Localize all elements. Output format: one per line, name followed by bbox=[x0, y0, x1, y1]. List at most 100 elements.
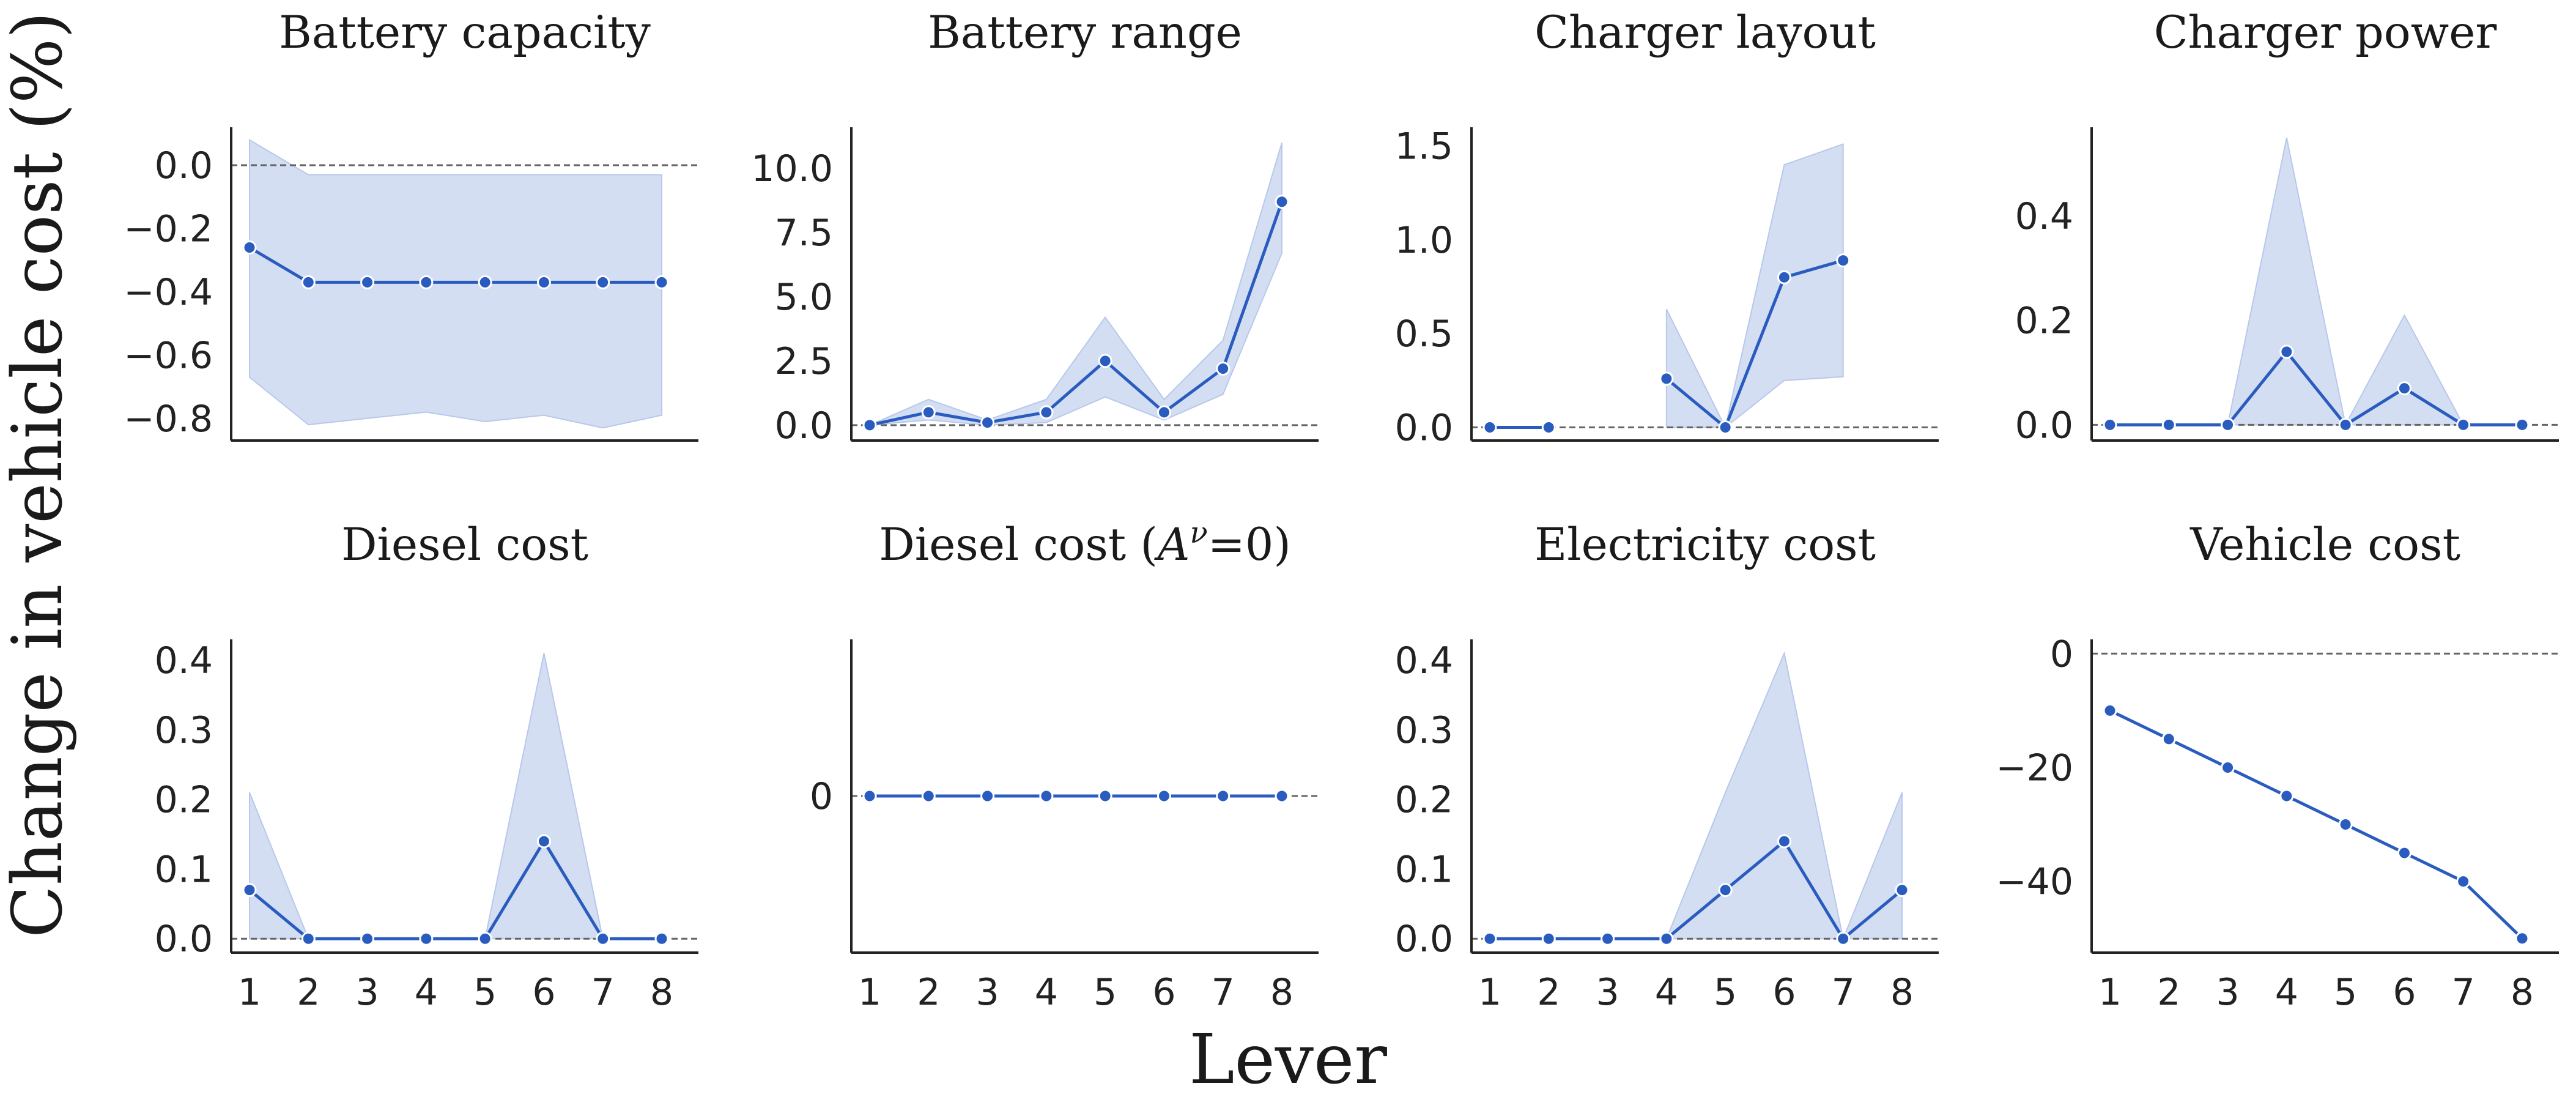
y-tick-label: 0.4 bbox=[1395, 639, 1453, 682]
data-point bbox=[921, 789, 936, 803]
series-line bbox=[869, 201, 1284, 427]
data-point bbox=[2397, 381, 2411, 396]
x-tick-label: 6 bbox=[532, 971, 555, 1014]
data-point bbox=[2456, 874, 2471, 889]
subplot-3: Charger layout 0.0 0.5 1.0 1.5 bbox=[1395, 7, 1939, 450]
x-tick-label: 3 bbox=[355, 971, 379, 1014]
y-tick-label: 7.5 bbox=[775, 212, 833, 255]
data-point bbox=[596, 931, 610, 946]
x-tick-label: 7 bbox=[591, 971, 615, 1014]
data-point bbox=[2161, 417, 2176, 432]
y-tick-label: 0.1 bbox=[155, 848, 213, 891]
data-point bbox=[596, 275, 610, 289]
x-tick-label: 5 bbox=[1714, 971, 1737, 1014]
x-tick-label: 1 bbox=[238, 971, 261, 1014]
data-point bbox=[1482, 931, 1497, 946]
data-point bbox=[2515, 417, 2530, 432]
data-point bbox=[2161, 732, 2176, 746]
y-tick-label: −0.8 bbox=[124, 398, 213, 441]
data-point bbox=[536, 275, 551, 289]
data-point bbox=[478, 931, 492, 946]
series-line bbox=[248, 246, 662, 284]
data-point bbox=[654, 931, 669, 946]
y-tick-label: 2.5 bbox=[775, 340, 833, 383]
y-tick-label: 0.0 bbox=[155, 144, 213, 187]
subplot-title: Diesel cost (Aν=0) bbox=[879, 516, 1291, 571]
y-tick-label: −0.4 bbox=[124, 271, 213, 314]
data-point bbox=[242, 240, 257, 255]
x-tick-label: 7 bbox=[1832, 971, 1855, 1014]
x-axis-label: Lever bbox=[1189, 1020, 1387, 1099]
data-point bbox=[862, 789, 877, 803]
data-point bbox=[1039, 405, 1054, 420]
y-tick-label: 0 bbox=[2050, 633, 2073, 675]
series-line bbox=[1665, 259, 1844, 430]
data-point bbox=[1541, 420, 1556, 435]
data-point bbox=[1482, 420, 1497, 435]
x-tick-label: 5 bbox=[2334, 971, 2357, 1014]
confidence-band bbox=[869, 142, 1282, 426]
data-point bbox=[1157, 405, 1171, 420]
data-point bbox=[1157, 789, 1171, 803]
data-point bbox=[360, 275, 375, 289]
data-point bbox=[1275, 789, 1289, 803]
y-tick-label: −40 bbox=[1996, 861, 2073, 904]
data-point bbox=[242, 883, 257, 898]
series-line bbox=[248, 838, 662, 940]
y-tick-label: 0.0 bbox=[775, 404, 833, 447]
series-line bbox=[2109, 709, 2523, 940]
subplot-title: Battery range bbox=[928, 7, 1242, 59]
x-tick-label: 8 bbox=[1890, 971, 1914, 1014]
x-tick-label: 6 bbox=[1772, 971, 1796, 1014]
y-tick-label: 0 bbox=[810, 775, 833, 818]
data-point bbox=[2103, 703, 2117, 718]
data-point bbox=[1659, 931, 1674, 946]
x-tick-label: 4 bbox=[1035, 971, 1058, 1014]
data-point bbox=[2221, 417, 2235, 432]
x-tick-label: 7 bbox=[2452, 971, 2475, 1014]
data-point bbox=[1275, 195, 1289, 209]
y-tick-label: −0.6 bbox=[124, 334, 213, 377]
data-point bbox=[419, 931, 434, 946]
y-tick-label: 1.0 bbox=[1395, 219, 1453, 262]
data-point bbox=[2338, 417, 2353, 432]
data-point bbox=[2397, 846, 2411, 860]
y-tick-label: 10.0 bbox=[751, 147, 833, 190]
y-tick-label: 0.2 bbox=[2015, 300, 2073, 343]
y-tick-label: 0.0 bbox=[1395, 918, 1453, 961]
x-tick-label: 6 bbox=[2393, 971, 2416, 1014]
subplot-5: Diesel cost 0.0 0.1 0.2 0.3 0.4 1 2 3 4 5 6 7 8 bbox=[155, 519, 698, 1014]
data-point bbox=[478, 275, 492, 289]
data-point bbox=[1216, 361, 1231, 376]
data-point bbox=[1836, 931, 1851, 946]
data-point bbox=[536, 834, 551, 849]
data-point bbox=[2221, 760, 2235, 775]
x-tick-label: 5 bbox=[473, 971, 497, 1014]
data-point bbox=[1601, 931, 1615, 946]
y-tick-label: 0.2 bbox=[155, 779, 213, 822]
y-tick-label: 0.3 bbox=[155, 709, 213, 752]
x-tick-label: 7 bbox=[1212, 971, 1235, 1014]
series-line bbox=[1490, 839, 1903, 942]
subplot-title: Charger power bbox=[2154, 7, 2497, 59]
data-point bbox=[2279, 344, 2294, 359]
confidence-band bbox=[1490, 651, 1903, 941]
confidence-band bbox=[249, 653, 662, 940]
data-point bbox=[1777, 270, 1791, 285]
y-tick-label: 0.2 bbox=[1395, 779, 1453, 822]
x-tick-label: 2 bbox=[2157, 971, 2180, 1014]
data-point bbox=[1541, 931, 1556, 946]
data-point bbox=[301, 275, 316, 289]
series-line bbox=[2110, 349, 2522, 427]
x-tick-label: 4 bbox=[2275, 971, 2298, 1014]
subplot-title: Battery capacity bbox=[279, 7, 651, 59]
y-tick-label: −20 bbox=[1996, 746, 2073, 789]
data-point bbox=[921, 405, 936, 420]
subplot-2: Battery range 0.0 2.5 5.0 7.5 10.0 bbox=[751, 7, 1319, 447]
y-tick-label: 0.5 bbox=[1395, 313, 1453, 355]
x-tick-label: 8 bbox=[1270, 971, 1294, 1014]
y-tick-label: 0.0 bbox=[155, 918, 213, 961]
data-point bbox=[1659, 371, 1674, 386]
x-tick-label: 1 bbox=[1478, 971, 1501, 1014]
